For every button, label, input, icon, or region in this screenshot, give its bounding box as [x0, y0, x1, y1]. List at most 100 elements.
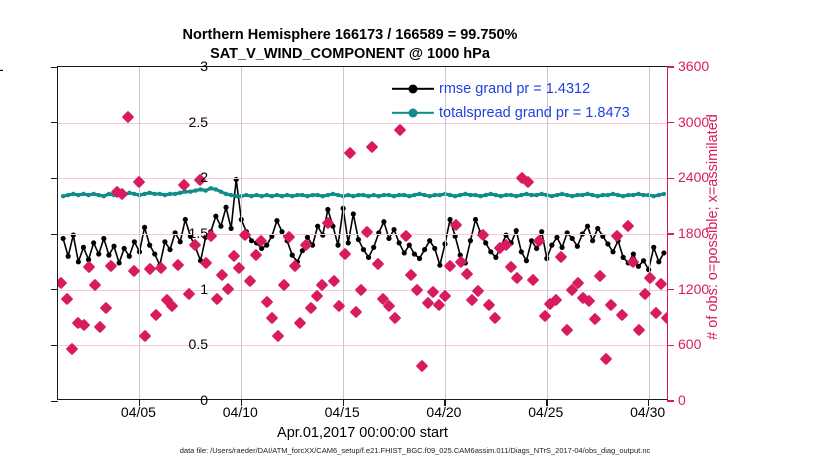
series-point: [661, 250, 667, 256]
x-axis-tick: [648, 399, 650, 406]
series-point: [71, 191, 76, 197]
v-gridline: [139, 67, 141, 399]
series-point: [575, 192, 580, 198]
series-point: [330, 191, 336, 197]
x-axis-tick: [444, 399, 446, 406]
series-point: [417, 191, 422, 197]
series-point: [233, 176, 239, 183]
y-axis-left-tick-label: 2.5: [188, 113, 208, 130]
series-point: [534, 192, 539, 198]
y-axis-right-tick: [667, 288, 674, 291]
series-point: [249, 193, 254, 199]
series-point: [498, 193, 504, 199]
series-point: [585, 191, 590, 197]
series-point: [177, 239, 183, 245]
series-point: [630, 251, 636, 257]
v-gridline: [444, 67, 446, 399]
legend-item-rmse[interactable]: rmse grand pr = 1.4312: [392, 78, 630, 99]
series-point: [208, 186, 213, 191]
series-point: [503, 192, 509, 198]
series-point: [335, 242, 341, 248]
series-point: [458, 192, 463, 198]
series-point: [386, 235, 392, 242]
series-point: [615, 192, 621, 198]
series-point: [437, 192, 443, 198]
series-point: [320, 232, 326, 238]
x-axis-tick: [546, 399, 548, 406]
series-point: [147, 190, 152, 196]
series-point: [549, 242, 555, 248]
series-point: [407, 193, 412, 199]
y-axis-right-tick: [667, 400, 674, 402]
series-point: [75, 259, 81, 265]
series-point: [640, 258, 647, 264]
h-gridline: [58, 178, 667, 180]
series-point: [447, 216, 453, 223]
v-gridline: [648, 67, 650, 399]
series-point: [141, 224, 148, 230]
legend-line-icon-rmse: [392, 82, 434, 96]
series-point: [554, 192, 560, 198]
series-point: [636, 191, 641, 197]
series-point: [101, 193, 107, 199]
series-point: [534, 245, 540, 252]
series-point: [467, 238, 474, 244]
series-point: [493, 192, 499, 198]
series-point: [81, 191, 86, 197]
series-point: [610, 191, 616, 197]
series-point: [626, 192, 631, 198]
series-point: [631, 192, 636, 198]
series-point: [584, 223, 591, 229]
series-point: [355, 236, 362, 243]
title-line-1: Northern Hemisphere 166173 / 166589 = 99…: [182, 27, 518, 43]
series-point: [600, 192, 606, 198]
series-point: [483, 192, 488, 198]
series-point: [80, 244, 87, 250]
series-point: [147, 242, 153, 248]
legend-label-totalspread: totalspread grand pr = 1.8473: [439, 104, 630, 121]
series-point: [325, 192, 331, 198]
series-point: [228, 225, 234, 232]
series-point: [142, 191, 147, 197]
x-axis-tick: [138, 399, 141, 406]
series-point: [569, 235, 575, 242]
series-point: [351, 193, 356, 199]
y-axis-left-tick: [51, 233, 58, 235]
series-point: [234, 193, 239, 199]
series-point: [121, 245, 127, 252]
series-point: [463, 191, 468, 197]
series-point: [483, 240, 489, 246]
series-point: [605, 192, 611, 198]
data-file-footer: data file: /Users/raeder/DAI/ATM_forcXX/…: [179, 446, 651, 455]
series-point: [559, 244, 565, 250]
series-point: [472, 216, 479, 223]
chart-legend: rmse grand pr = 1.4312 totalspread grand…: [392, 78, 630, 123]
y-axis-right-tick-label: 3600: [678, 58, 710, 74]
h-gridline: [58, 345, 667, 347]
series-point: [412, 192, 417, 198]
series-point: [91, 191, 96, 197]
legend-item-totalspread[interactable]: totalspread grand pr = 1.8473: [392, 102, 630, 123]
series-point: [289, 252, 295, 258]
series-point: [554, 234, 560, 240]
series-point: [396, 240, 402, 246]
series-point: [223, 191, 229, 197]
series-point: [244, 192, 249, 198]
series-point: [101, 235, 107, 242]
series-point: [65, 192, 71, 198]
series-point: [401, 250, 407, 256]
series-point: [162, 239, 168, 245]
x-axis-tick-label: 04/30: [630, 404, 666, 420]
series-point: [269, 193, 275, 199]
series-point: [350, 211, 356, 217]
series-point: [126, 253, 132, 259]
y-axis-left-tick: [51, 177, 58, 180]
series-point: [167, 191, 173, 197]
y-axis-left-tick-label: 3: [200, 58, 208, 74]
series-point: [76, 192, 81, 198]
series-point: [365, 254, 372, 260]
series-point: [284, 192, 290, 198]
series-point: [218, 223, 224, 229]
x-axis-tick-label: 04/20: [426, 404, 462, 420]
series-point: [427, 193, 432, 199]
